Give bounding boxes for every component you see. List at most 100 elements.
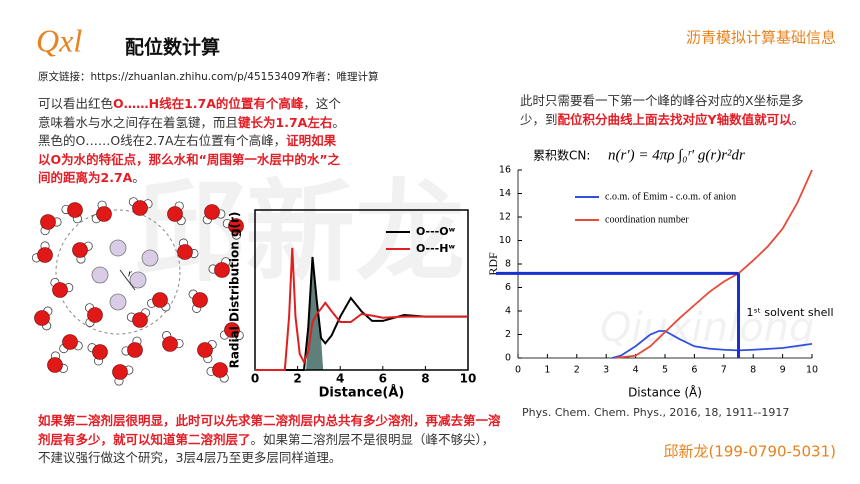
series-line <box>614 169 813 359</box>
plot-frame <box>254 209 469 371</box>
series-line <box>255 247 468 371</box>
text-run: 此时只需要看一下第一个峰的峰谷对应的X坐标是多少，到 <box>520 93 804 127</box>
oxygen <box>177 244 193 260</box>
x-tick-label: 1 <box>544 365 550 376</box>
text-run: 配位积分曲线上面去找对应Y轴数值就可以 <box>557 111 792 127</box>
contact: 邱新龙(199-0790-5031) <box>663 443 836 461</box>
title: 配位数计算 <box>125 36 220 59</box>
x-tick-label: 9 <box>780 365 786 376</box>
central-molecule <box>129 271 147 289</box>
y-axis-label: Radial Distribution g(r) <box>228 212 242 369</box>
x-axis-label: Distance (Å) <box>628 385 702 400</box>
shell-outline <box>55 209 181 335</box>
oxygen <box>224 322 240 338</box>
text-run: ，这个意味着水与水之间存在着氢键，而且 <box>38 96 341 130</box>
x-tick-label: 10 <box>806 365 818 376</box>
x-tick-label: 0 <box>251 372 259 386</box>
central-molecule <box>109 293 127 311</box>
x-tick-label: 4 <box>633 365 639 376</box>
rdf-chart: 0 2 4 6 8 10 Distance(Å) Radial Distribution g(… <box>228 209 477 401</box>
y-tick-label: 6 <box>505 282 511 293</box>
y-tick-label: 2 <box>505 329 511 340</box>
oxygen <box>37 247 53 263</box>
y-tick-label: 14 <box>499 188 511 199</box>
x-axis-label: Distance(Å) <box>319 385 405 401</box>
oxygen <box>96 206 112 222</box>
text-run: O……H线在1.7A的位置有个高峰 <box>113 96 304 111</box>
series-line <box>611 330 813 359</box>
y-tick-label: 10 <box>499 235 511 246</box>
annotation-label: 1ˢᵗ solvent shell <box>747 306 834 319</box>
x-tick-label: 6 <box>691 365 697 376</box>
text-run: 可以看出红色 <box>38 96 114 111</box>
formula: n(r′) = 4πρ ∫₀ʳ′ g(r)r²dr <box>608 147 745 163</box>
oxygen <box>132 200 148 216</box>
text-run: 。黑色的O……O线在2.7A左右位置有个高峰， <box>38 114 345 149</box>
oxygen <box>87 307 103 323</box>
oxygen <box>112 364 128 380</box>
logo: Qxl <box>36 22 82 58</box>
source: 原文链接：https://zhuanlan.zhihu.com/p/451534… <box>38 70 307 83</box>
series-line <box>255 256 468 371</box>
legend-label: O---Oʷ <box>416 225 456 238</box>
formula-label: 累积数CN: <box>533 148 590 163</box>
central-molecule <box>141 249 159 267</box>
tagline: 沥青模拟计算基础信息 <box>686 29 836 47</box>
oxygen <box>192 292 208 308</box>
text-run: 。 <box>791 111 805 127</box>
oxygen <box>40 214 56 230</box>
y-tick-label: 16 <box>499 165 511 176</box>
oxygen <box>162 336 178 352</box>
legend-label: O---Hʷ <box>416 242 455 255</box>
oxygen <box>197 342 213 358</box>
text-run: 。 <box>132 170 145 186</box>
text-run: 键长为1.7A左右 <box>238 114 333 130</box>
y-tick-label: 12 <box>499 212 511 223</box>
x-tick-label: 6 <box>379 372 387 386</box>
text-run: 如果第二溶剂层很明显，此时可以先求第二溶剂层内总共有多少溶剂，再减去第一溶剂层有… <box>38 413 501 447</box>
legend-label: coordination number <box>605 214 689 225</box>
y-axis-label: RDF <box>486 252 500 276</box>
legend-label: c.o.m. of Emim - c.o.m. of anion <box>605 191 736 202</box>
y-tick-label: 8 <box>505 259 511 270</box>
y-tick-label: 0 <box>505 353 511 364</box>
x-tick-label: 10 <box>460 372 477 386</box>
x-tick-label: 3 <box>603 365 609 376</box>
y-tick-label: 4 <box>505 306 511 317</box>
central-molecule <box>109 239 127 257</box>
water-illustration: r <box>31 197 244 386</box>
oxygen <box>127 342 143 358</box>
oxygen <box>204 204 220 220</box>
r-arrow <box>119 269 136 291</box>
oxygen <box>214 262 230 278</box>
oxygen <box>34 310 50 326</box>
x-tick-label: 8 <box>750 365 756 376</box>
paragraph: 可以看出红色O……H线在1.7A的位置有个高峰，这个意味着水与水之间存在着氢键，… <box>38 95 348 188</box>
oxygen <box>152 292 168 308</box>
oxygen <box>212 362 228 378</box>
x-tick-label: 0 <box>515 365 521 376</box>
paragraph: 如果第二溶剂层很明显，此时可以先求第二溶剂层内总共有多少溶剂，再减去第一溶剂层有… <box>38 412 506 468</box>
oxygen <box>52 282 68 298</box>
x-tick-label: 4 <box>336 372 344 386</box>
r-label: r <box>128 270 133 280</box>
x-tick-label: 5 <box>662 365 668 376</box>
x-tick-label: 2 <box>293 372 301 386</box>
oxygen <box>47 357 63 373</box>
central-molecule <box>91 266 109 284</box>
paragraph: 此时只需要看一下第一个峰的峰谷对应的X坐标是多少，到配位积分曲线上面去找对应Y轴… <box>520 92 820 129</box>
watermark: Qiuxinlong <box>600 305 814 351</box>
oxygen <box>72 242 88 258</box>
text-run: 。如果第二溶剂层不是很明显（峰不够尖），不建议强行做这个研究，3层4层乃至更多层… <box>38 431 495 466</box>
oxygen <box>67 202 83 218</box>
oxygen <box>228 218 244 234</box>
x-tick-label: 2 <box>574 365 580 376</box>
author: 作者：唯理计算 <box>305 70 379 83</box>
citation: Phys. Chem. Chem. Phys., 2016, 18, 1911-… <box>522 406 789 419</box>
text-run: 证明如果以O为水的特征点，那么水和“周围第一水层中的水”之间的距离为2.7A <box>38 133 341 186</box>
oxygen <box>132 312 148 328</box>
x-tick-label: 7 <box>721 365 727 376</box>
